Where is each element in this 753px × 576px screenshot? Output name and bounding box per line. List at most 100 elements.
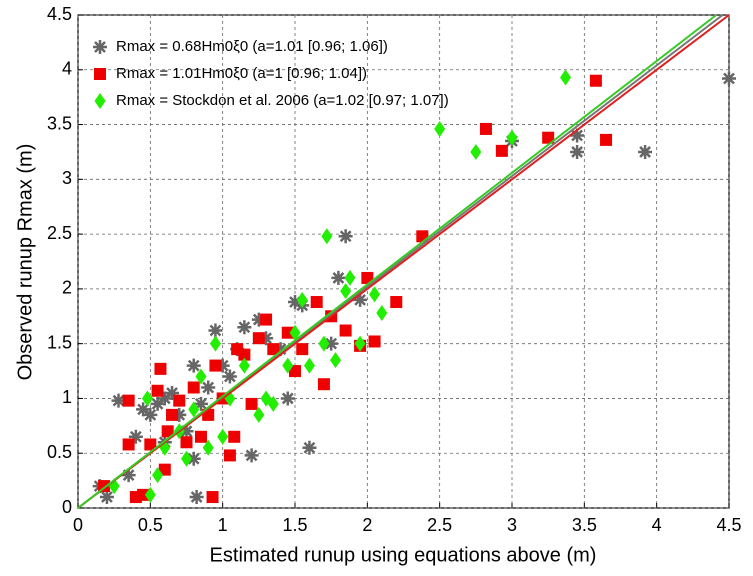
point bbox=[470, 143, 482, 160]
point bbox=[253, 406, 265, 423]
point bbox=[188, 401, 200, 418]
point bbox=[187, 381, 200, 394]
point bbox=[193, 396, 208, 411]
y-tick-label: 2.5 bbox=[47, 223, 72, 243]
point bbox=[141, 390, 153, 407]
y-tick-label: 4 bbox=[62, 59, 72, 79]
point bbox=[589, 74, 602, 87]
point bbox=[638, 144, 653, 159]
point bbox=[201, 380, 216, 395]
x-axis-label: Estimated runup using equations above (m… bbox=[210, 544, 597, 566]
x-tick-label: 0 bbox=[73, 515, 83, 535]
point bbox=[186, 358, 201, 373]
point bbox=[157, 391, 172, 406]
point bbox=[245, 397, 258, 410]
point bbox=[338, 229, 353, 244]
point bbox=[479, 122, 492, 135]
point bbox=[128, 429, 143, 444]
point bbox=[180, 436, 193, 449]
point bbox=[296, 343, 309, 356]
point bbox=[354, 335, 366, 352]
point bbox=[228, 430, 241, 443]
point bbox=[353, 292, 368, 307]
point bbox=[208, 323, 223, 338]
series bbox=[108, 69, 572, 503]
x-tick-label: 3.5 bbox=[572, 515, 597, 535]
y-tick-label: 3 bbox=[62, 168, 72, 188]
x-tick-label: 3 bbox=[507, 515, 517, 535]
point bbox=[434, 120, 446, 137]
point bbox=[722, 71, 736, 86]
point bbox=[281, 326, 294, 339]
point bbox=[206, 491, 219, 504]
x-tick-label: 0.5 bbox=[138, 515, 163, 535]
y-tick-label: 4.5 bbox=[47, 4, 72, 24]
point bbox=[111, 393, 126, 408]
point bbox=[161, 425, 174, 438]
y-tick-label: 1.5 bbox=[47, 332, 72, 352]
y-tick-label: 0 bbox=[62, 497, 72, 517]
point bbox=[181, 450, 192, 467]
point bbox=[273, 342, 288, 357]
point bbox=[376, 304, 388, 321]
fit-line bbox=[77, 14, 717, 509]
point bbox=[340, 283, 352, 300]
point bbox=[280, 391, 295, 406]
point bbox=[136, 402, 151, 417]
point bbox=[369, 286, 381, 303]
point bbox=[223, 449, 236, 462]
point bbox=[244, 448, 259, 463]
point bbox=[122, 438, 135, 451]
point bbox=[288, 295, 302, 310]
point bbox=[289, 324, 301, 341]
point bbox=[166, 408, 179, 421]
point bbox=[318, 335, 330, 352]
point bbox=[317, 378, 330, 391]
point bbox=[368, 335, 381, 348]
x-tick-label: 2.5 bbox=[427, 515, 452, 535]
legend-label: Rmax = Stockdon et al. 2006 (a=1.02 [0.9… bbox=[116, 92, 449, 109]
x-tick-label: 2 bbox=[362, 515, 372, 535]
point bbox=[259, 331, 274, 346]
y-tick-label: 0.5 bbox=[47, 442, 72, 462]
point bbox=[390, 296, 403, 309]
point bbox=[217, 428, 229, 445]
point bbox=[137, 488, 150, 501]
point bbox=[238, 348, 251, 361]
point bbox=[195, 368, 207, 385]
y-tick-label: 2 bbox=[62, 278, 72, 298]
point bbox=[296, 291, 308, 308]
point bbox=[570, 128, 585, 143]
point bbox=[99, 490, 114, 505]
point bbox=[179, 424, 194, 439]
x-tick-label: 1.5 bbox=[282, 515, 307, 535]
y-axis-label: Observed runup Rmax (m) bbox=[14, 144, 36, 381]
x-tick-label: 4 bbox=[652, 515, 662, 535]
point bbox=[542, 131, 555, 144]
point bbox=[237, 320, 252, 335]
point bbox=[189, 490, 204, 505]
point bbox=[324, 336, 339, 351]
point bbox=[186, 451, 201, 466]
point bbox=[154, 362, 167, 375]
point bbox=[158, 463, 171, 476]
point bbox=[303, 357, 315, 374]
point bbox=[321, 228, 333, 245]
point bbox=[165, 385, 180, 400]
point bbox=[289, 365, 301, 378]
x-tick-label: 4.5 bbox=[716, 515, 741, 535]
point bbox=[267, 395, 279, 412]
point bbox=[344, 269, 356, 286]
legend-label: Rmax = 1.01Hm0ξ0 (a=1 [0.96; 1.04]) bbox=[116, 65, 367, 82]
point bbox=[209, 335, 221, 352]
point bbox=[144, 438, 157, 451]
point bbox=[172, 407, 187, 422]
fit-line bbox=[77, 14, 730, 509]
series bbox=[92, 71, 736, 505]
legend-marker bbox=[93, 40, 107, 54]
point bbox=[331, 270, 346, 285]
point bbox=[251, 312, 266, 327]
point bbox=[222, 369, 237, 384]
point bbox=[310, 296, 323, 309]
legend-marker bbox=[94, 93, 106, 109]
